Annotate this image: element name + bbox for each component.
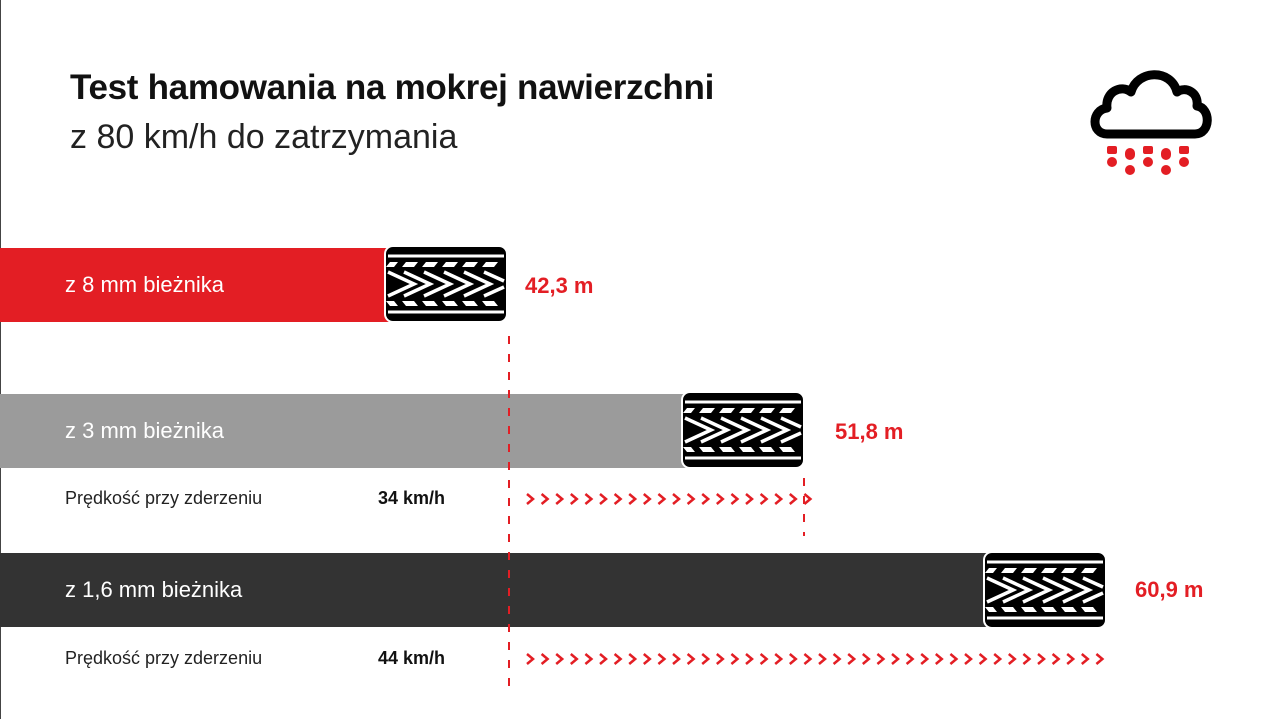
chevron-right-icon — [701, 653, 711, 665]
chevron-right-icon — [1051, 653, 1061, 665]
chart-title: Test hamowania na mokrej nawierzchni — [70, 68, 715, 107]
chevron-right-icon — [1022, 653, 1032, 665]
chart-subtitle: z 80 km/h do zatrzymania — [70, 118, 458, 156]
chevron-right-icon — [555, 493, 565, 505]
chevron-right-icon — [628, 653, 638, 665]
chevron-right-icon — [701, 493, 711, 505]
impact-speed-label-1-6mm: Prędkość przy zderzeniu — [65, 648, 263, 668]
chevron-right-icon — [642, 653, 652, 665]
chevron-right-icon — [599, 653, 608, 665]
chevron-right-icon — [964, 653, 973, 665]
chevron-right-icon — [657, 493, 667, 505]
chevron-right-icon — [657, 653, 667, 665]
bar-8mm: z 8 mm bieżnika — [0, 248, 392, 322]
chevron-right-icon — [1095, 653, 1105, 665]
chevron-right-icon — [949, 653, 959, 665]
chevron-right-icon — [745, 493, 754, 505]
chevron-right-icon — [599, 493, 608, 505]
value-label-1-6mm: 60,9 m — [1135, 577, 1204, 602]
chevron-right-icon — [891, 653, 900, 665]
chevron-right-icon — [555, 653, 565, 665]
chevron-right-icon — [730, 493, 740, 505]
bar-label-1-6mm: z 1,6 mm bieżnika — [65, 577, 243, 602]
chevron-right-icon — [759, 493, 769, 505]
chevron-right-icon — [920, 653, 930, 665]
chevron-right-icon — [788, 653, 798, 665]
impact-speed-value-1-6mm: 44 km/h — [378, 648, 446, 668]
bar-1-6mm: z 1,6 mm bieżnika — [0, 553, 990, 627]
chevron-right-icon — [526, 653, 535, 665]
left-border — [0, 0, 1, 719]
chevron-right-icon — [788, 493, 798, 505]
chevron-right-icon — [803, 653, 813, 665]
bar-label-8mm: z 8 mm bieżnika — [65, 272, 224, 297]
chevron-right-icon — [759, 653, 769, 665]
chevron-right-icon — [540, 653, 550, 665]
chevron-right-icon — [540, 493, 550, 505]
chevron-right-icon — [686, 493, 696, 505]
chevron-right-icon — [672, 653, 681, 665]
chevron-right-icon — [832, 653, 842, 665]
chevron-right-icon — [803, 493, 813, 505]
impact-speed-value-3mm: 34 km/h — [378, 488, 446, 508]
chevron-right-icon — [1037, 653, 1046, 665]
impact-speed-label-3mm: Prędkość przy zderzeniu — [65, 488, 263, 508]
chevron-right-icon — [569, 653, 579, 665]
chevron-right-icon — [876, 653, 886, 665]
chevron-right-icon — [715, 653, 725, 665]
chevron-right-icon — [613, 653, 623, 665]
chevron-right-icon — [686, 653, 696, 665]
chevron-right-icon — [1080, 653, 1090, 665]
rain-cloud-icon — [1090, 70, 1212, 175]
chevron-right-icon — [526, 493, 535, 505]
chevron-right-icon — [847, 653, 857, 665]
value-label-3mm: 51,8 m — [835, 419, 904, 444]
chevron-right-icon — [1066, 653, 1076, 665]
chevron-right-icon — [642, 493, 652, 505]
chevron-right-icon — [818, 653, 827, 665]
chevron-right-icon — [628, 493, 638, 505]
chevron-right-icon — [993, 653, 1003, 665]
chevron-right-icon — [613, 493, 623, 505]
chevron-right-icon — [745, 653, 754, 665]
chevron-right-icon — [978, 653, 988, 665]
chevron-right-icon — [934, 653, 944, 665]
chevron-right-icon — [715, 493, 725, 505]
chevron-right-icon — [905, 653, 915, 665]
chevron-right-icon — [1007, 653, 1017, 665]
chevron-right-icon — [584, 493, 594, 505]
bar-label-3mm: z 3 mm bieżnika — [65, 418, 224, 443]
chevron-right-icon — [774, 493, 784, 505]
chevron-right-icon — [584, 653, 594, 665]
chevron-right-icon — [730, 653, 740, 665]
chevron-right-icon — [672, 493, 681, 505]
bar-3mm: z 3 mm bieżnika — [0, 394, 688, 468]
chevron-right-icon — [569, 493, 579, 505]
value-label-8mm: 42,3 m — [525, 273, 594, 298]
chevron-right-icon — [774, 653, 784, 665]
chevron-right-icon — [861, 653, 871, 665]
